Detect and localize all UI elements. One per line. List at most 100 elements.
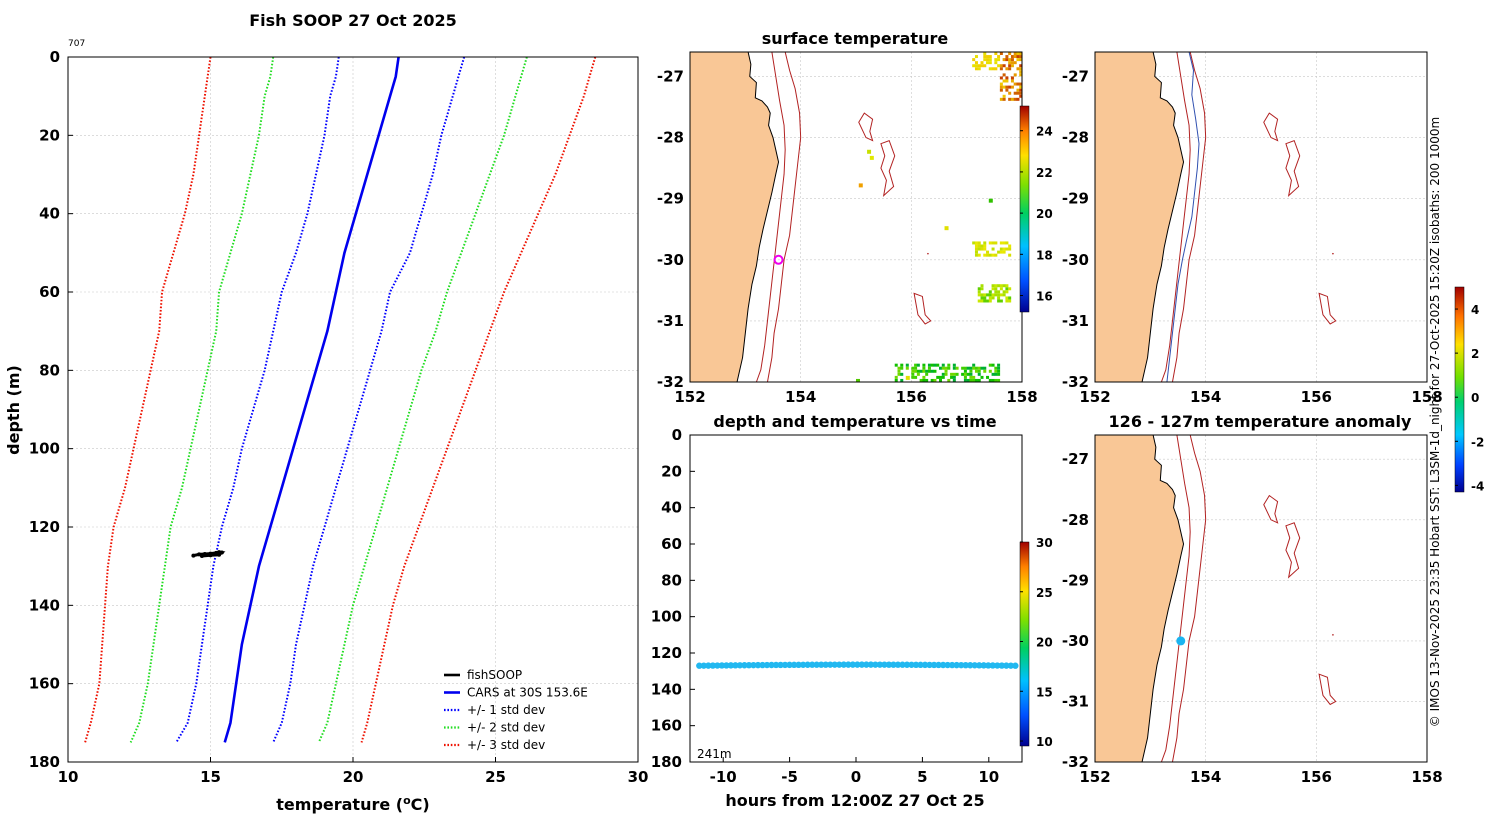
sst-pixel [988,299,992,303]
sst-pixel [994,287,998,291]
sst-pixel [1008,58,1012,62]
anomaly-map-body [1095,435,1427,762]
sst-pixel [988,253,992,257]
sst-pixel [999,287,1003,291]
sst-pixel [1005,79,1009,83]
isobath-map-grid [1095,52,1427,382]
y-tick-label: -27 [1062,450,1089,468]
observation-point [917,661,924,669]
sst-pixel [1019,85,1022,89]
sst-pixel [916,372,920,376]
sst-pixel [867,149,872,154]
sst-pixel [997,64,1001,68]
observation-point [881,661,888,668]
sst-pixel [1010,58,1014,62]
sst-pixel [991,378,995,382]
y-tick-label: 40 [39,205,60,223]
colorbar-tick-label: 15 [1036,685,1053,699]
sst-pixel [977,244,981,248]
seamount-isobath [1263,494,1279,524]
land-area [690,52,779,382]
profile-grid [67,56,639,763]
sst-pixel [1019,58,1022,62]
sst-pixel [999,85,1003,89]
observation-point [822,661,829,668]
sst-pixel [1008,85,1012,89]
anomaly-map-title: 126 - 127m temperature anomaly [1109,412,1412,431]
observation-point [727,662,735,669]
observation-point [759,661,766,669]
observation-point [723,662,730,669]
sst-pixel [905,363,909,367]
sst-pixel [1019,91,1022,95]
sst-pixel [980,284,984,288]
y-tick-label: -31 [1062,692,1089,710]
sst-pixel [999,67,1003,71]
observation-point [994,662,1001,669]
sst-pixel [1002,64,1006,68]
sst-pixel [963,378,967,382]
observation-point [948,661,956,669]
sst-pixel [977,366,981,370]
observation-point [754,661,762,669]
sst-pixel [1016,91,1020,95]
isobath-1000m [1171,435,1207,762]
sst-pixel [977,369,981,373]
x-tick-label: 5 [917,768,927,786]
sst-pixel [999,299,1003,303]
vessel-track [1166,52,1200,382]
sst-pixel [947,378,951,382]
observation-point [944,661,951,669]
sst-map-title: surface temperature [762,29,949,48]
observation-point [777,661,784,669]
coastline [736,52,780,382]
sst-pixel [983,299,987,303]
sst-pixel [905,375,910,380]
sst-pixel [999,97,1003,101]
sst-pixel [911,375,915,379]
sst-pixel [1019,67,1022,71]
sst-colorbar-ticks: 16 18 20 22 24 [1020,125,1053,304]
observation-point [885,661,893,668]
temperature-colorbar-ticks: 10 15 20 25 30 [1020,536,1053,749]
sst-pixel [972,58,976,62]
time-depth-track [696,661,1019,669]
observation-point [714,662,721,669]
sst-pixel [1010,76,1014,80]
observation-point [705,662,712,669]
sst-pixel [974,250,978,254]
sst-pixel [997,284,1001,288]
observation-point [976,662,983,669]
sst-pixel [972,64,976,68]
x-tick-label: 156 [1301,388,1332,406]
sst-pixel [999,293,1003,297]
land-area [1095,52,1184,382]
sst-pixel [986,61,990,65]
sst-pixel [944,369,948,373]
anomaly-map-ticks: 152 154 156 158 -27 -28 -29 -30 -31 -32 [1062,450,1443,786]
sst-pixel [1005,299,1009,303]
sst-pixel [994,369,998,373]
sst-pixel [991,253,995,257]
colorbar-tick-label: 0 [1471,391,1479,405]
sst-pixel [1013,61,1017,65]
sst-pixel [1010,97,1014,101]
sst-pixel [974,61,978,65]
sst-pixel [1013,52,1017,55]
x-tick-label: 152 [1079,768,1110,786]
x-tick-label: 158 [1411,388,1442,406]
y-tick-label: -32 [657,373,684,391]
time-depth-bottom-label: 241m [697,747,732,761]
sst-pixels [856,52,1022,382]
sst-pixel [983,296,987,300]
observation-point [795,661,802,669]
sst-pixel [939,366,942,370]
sst-pixel [1016,67,1020,71]
sst-pixel [997,372,1001,376]
observation-point [962,662,969,669]
x-tick-label: -10 [710,768,737,786]
sst-pixel [1019,70,1022,74]
observation-point [953,661,960,669]
sst-pixel [977,293,981,297]
sst-pixel [994,61,998,65]
